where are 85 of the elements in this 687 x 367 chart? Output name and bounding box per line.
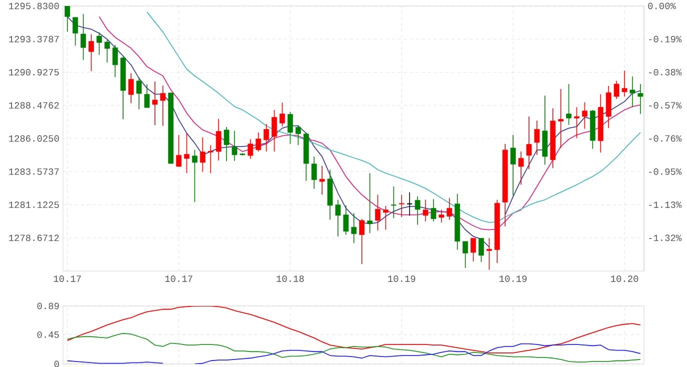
- candlestick: [398, 194, 404, 218]
- candlestick: [422, 199, 428, 222]
- candlestick: [438, 209, 444, 223]
- candlestick: [391, 186, 396, 219]
- candlestick: [335, 199, 341, 237]
- candlestick: [264, 123, 270, 152]
- candlestick: [574, 106, 580, 139]
- candlestick: [558, 88, 564, 149]
- candlestick: [414, 196, 420, 226]
- candlestick: [248, 138, 254, 160]
- candlestick: [566, 84, 572, 126]
- x-tick-label: 10.19: [388, 276, 416, 282]
- y-tick-label: 0: [54, 360, 59, 367]
- candlestick: [351, 212, 357, 244]
- candlestick: [200, 137, 206, 172]
- candlestick: [510, 134, 516, 196]
- y-tick-label: 1286.0250: [9, 135, 59, 142]
- candlestick: [582, 102, 588, 130]
- candlestick: [375, 194, 380, 231]
- candlestick: [430, 198, 436, 222]
- candlestick: [256, 132, 262, 152]
- x-tick-label: 10.20: [610, 276, 638, 282]
- candlestick: [462, 241, 468, 268]
- candlestick: [176, 134, 182, 167]
- candlestick: [614, 80, 620, 100]
- candlestick: [184, 132, 190, 174]
- x-tick-label: 10.17: [165, 276, 192, 282]
- candlestick: [622, 70, 628, 97]
- candlestick: [224, 126, 230, 162]
- candlestick: [80, 14, 86, 60]
- candlestick: [478, 238, 484, 262]
- candlestick: [280, 102, 285, 127]
- y2-tick-label: -0.38%: [649, 69, 682, 76]
- candlestick: [272, 110, 278, 152]
- candlestick: [319, 165, 325, 196]
- x-tick-label: 10.18: [276, 276, 304, 282]
- candlestick: [128, 72, 134, 104]
- candlestick: [208, 144, 214, 174]
- candlestick: [630, 76, 636, 108]
- x-tick-label: 10.19: [500, 276, 527, 282]
- candlestick: [367, 172, 373, 234]
- y-tick-label: 1293.3787: [9, 36, 59, 42]
- y-tick-label: 1281.1225: [9, 202, 59, 208]
- candlestick: [216, 118, 222, 161]
- y2-tick-label: -0.76%: [649, 135, 682, 142]
- candlestick: [288, 111, 293, 144]
- y-tick-label: 0.45: [37, 331, 59, 338]
- candlestick: [446, 198, 452, 220]
- y2-tick-label: -0.95%: [649, 168, 682, 175]
- y2-tick-label: 0.00%: [648, 2, 676, 10]
- x-tick-label: 10.17: [54, 276, 81, 282]
- candlestick: [638, 84, 644, 114]
- candlestick: [96, 32, 102, 56]
- y2-tick-label: -1.32%: [649, 234, 682, 242]
- candlestick: [343, 205, 349, 236]
- candlestick: [144, 84, 150, 108]
- candlestick: [192, 150, 198, 202]
- y-tick-label: 1288.4762: [9, 102, 59, 109]
- candlestick: [160, 85, 166, 126]
- candlestick: [104, 40, 110, 64]
- candlestick: [112, 44, 118, 78]
- candlestick: [295, 124, 301, 146]
- y-tick-label: 1290.9275: [9, 69, 59, 76]
- candlestick: [359, 218, 365, 265]
- candlestick: [534, 120, 540, 156]
- candlestick: [526, 116, 532, 170]
- candlestick: [606, 85, 612, 129]
- candlestick: [406, 192, 413, 216]
- candlestick: [232, 130, 238, 162]
- y-tick-label: 1283.5737: [9, 168, 59, 175]
- candlestick: [152, 81, 158, 126]
- y2-tick-label: -0.57%: [649, 102, 682, 109]
- candlestick: [311, 156, 317, 190]
- candlestick: [486, 238, 492, 270]
- y-tick-label: 0.89: [37, 302, 59, 310]
- candlestick: [470, 238, 476, 262]
- candlestick: [88, 34, 94, 72]
- y2-tick-label: -1.13%: [649, 202, 682, 208]
- y2-tick-label: -0.19%: [649, 36, 682, 42]
- candlestick: [136, 76, 142, 110]
- candlestick: [518, 151, 524, 186]
- y-tick-label: 1278.6712: [9, 234, 59, 242]
- y-tick-label: 1295.8300: [9, 2, 59, 10]
- candlestick: [72, 16, 78, 46]
- candlestick: [383, 205, 388, 230]
